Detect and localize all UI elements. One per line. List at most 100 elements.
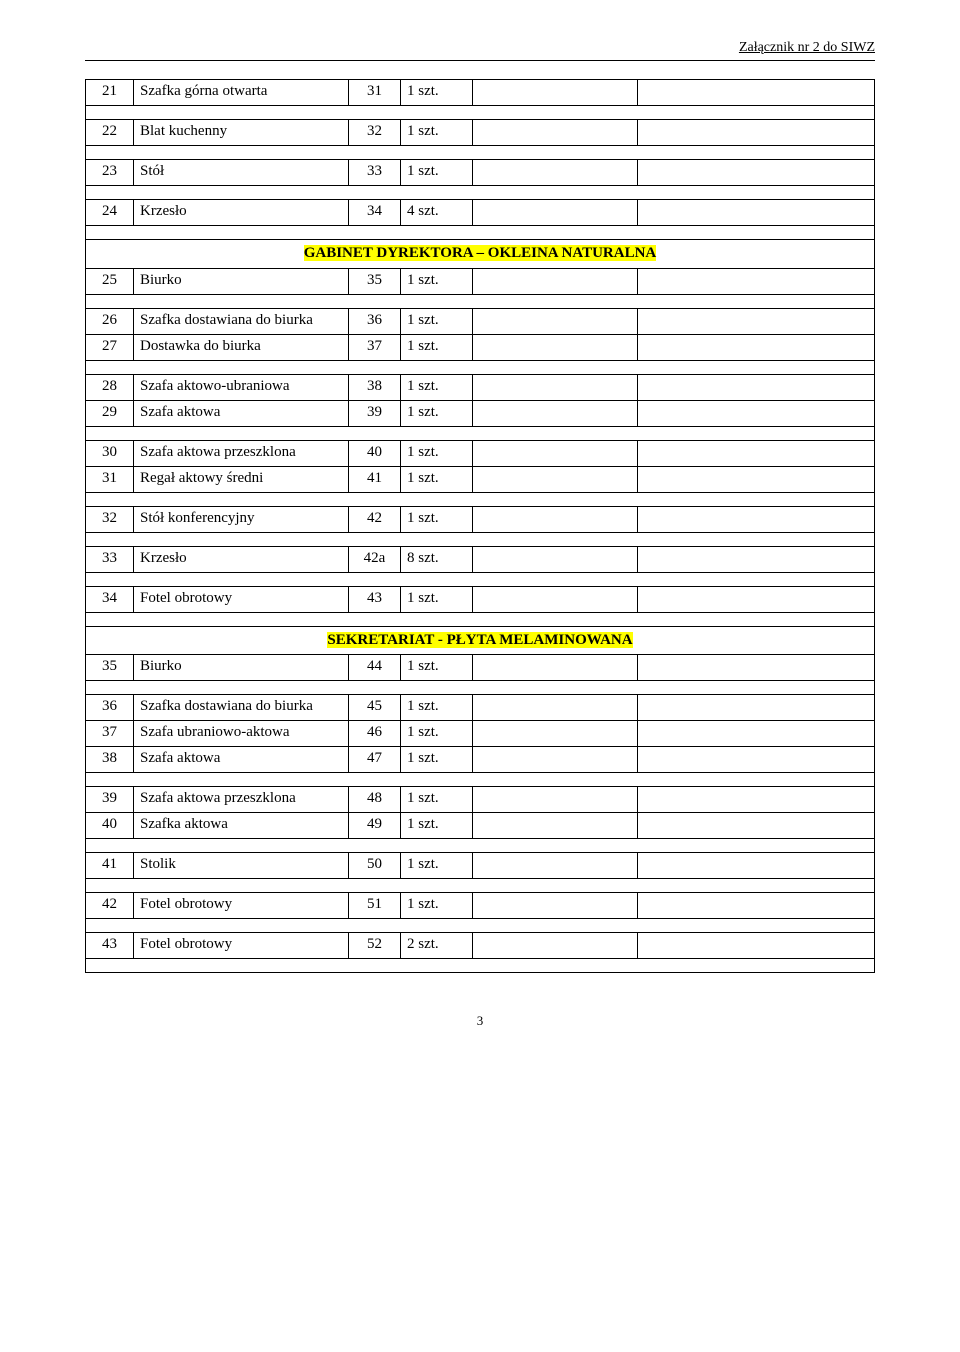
col-name: Szafa aktowo-ubraniowa [134,374,349,400]
col-index: 23 [86,160,134,186]
gap-row [86,226,875,240]
col-index: 24 [86,200,134,226]
col-blank-a [473,655,638,681]
col-index: 40 [86,813,134,839]
table-row: 29 Szafa aktowa 39 1 szt. [86,400,875,426]
table-row: 42 Fotel obrotowy 51 1 szt. [86,893,875,919]
col-name: Szafka dostawiana do biurka [134,695,349,721]
col-code: 39 [349,400,401,426]
col-blank-b [638,80,875,106]
col-name: Stolik [134,853,349,879]
col-code: 34 [349,200,401,226]
header-rule [85,60,875,61]
col-code: 40 [349,440,401,466]
gap-row [86,681,875,695]
col-code: 41 [349,466,401,492]
page-number: 3 [85,1013,875,1029]
col-code: 51 [349,893,401,919]
col-blank-b [638,586,875,612]
col-index: 28 [86,374,134,400]
gap-row [86,572,875,586]
col-blank-a [473,787,638,813]
table-row: 23 Stół 33 1 szt. [86,160,875,186]
col-name: Szafa ubraniowo-aktowa [134,721,349,747]
col-blank-a [473,695,638,721]
col-blank-b [638,308,875,334]
col-blank-b [638,200,875,226]
col-index: 21 [86,80,134,106]
table-row: 21 Szafka górna otwarta 31 1 szt. [86,80,875,106]
col-name: Biurko [134,268,349,294]
col-blank-a [473,893,638,919]
col-qty: 1 szt. [401,853,473,879]
gap-row [86,879,875,893]
col-code: 47 [349,747,401,773]
col-index: 39 [86,787,134,813]
col-code: 36 [349,308,401,334]
col-index: 31 [86,466,134,492]
gap-row [86,426,875,440]
col-blank-a [473,721,638,747]
col-qty: 1 szt. [401,440,473,466]
table-row: 36 Szafka dostawiana do biurka 45 1 szt. [86,695,875,721]
gap-row [86,773,875,787]
table-row: 39 Szafa aktowa przeszklona 48 1 szt. [86,787,875,813]
col-blank-b [638,695,875,721]
col-blank-a [473,120,638,146]
page: Załącznik nr 2 do SIWZ 21 Szafka górna o… [0,0,960,1089]
col-qty: 1 szt. [401,268,473,294]
col-qty: 1 szt. [401,787,473,813]
col-qty: 1 szt. [401,893,473,919]
col-name: Stół konferencyjny [134,506,349,532]
col-code: 46 [349,721,401,747]
col-blank-a [473,308,638,334]
section-row-gabinet: GABINET DYREKTORA – OKLEINA NATURALNA [86,240,875,269]
col-blank-b [638,853,875,879]
col-name: Regał aktowy średni [134,466,349,492]
col-qty: 1 szt. [401,120,473,146]
col-blank-a [473,80,638,106]
col-index: 27 [86,334,134,360]
table-row: 26 Szafka dostawiana do biurka 36 1 szt. [86,308,875,334]
col-name: Szafka dostawiana do biurka [134,308,349,334]
section-cell: SEKRETARIAT - PŁYTA MELAMINOWANA [86,626,875,655]
col-code: 52 [349,933,401,959]
gap-row [86,146,875,160]
col-code: 48 [349,787,401,813]
col-index: 25 [86,268,134,294]
col-code: 37 [349,334,401,360]
col-index: 36 [86,695,134,721]
col-code: 32 [349,120,401,146]
col-qty: 1 szt. [401,466,473,492]
col-index: 22 [86,120,134,146]
col-name: Fotel obrotowy [134,893,349,919]
col-index: 38 [86,747,134,773]
col-index: 37 [86,721,134,747]
col-qty: 4 szt. [401,200,473,226]
col-blank-a [473,200,638,226]
col-blank-b [638,268,875,294]
col-qty: 1 szt. [401,695,473,721]
col-name: Krzesło [134,200,349,226]
col-blank-a [473,374,638,400]
section-title-gabinet: GABINET DYREKTORA – OKLEINA NATURALNA [304,245,657,261]
col-blank-a [473,400,638,426]
table-row: 27 Dostawka do biurka 37 1 szt. [86,334,875,360]
col-qty: 1 szt. [401,308,473,334]
col-blank-a [473,586,638,612]
section-cell: GABINET DYREKTORA – OKLEINA NATURALNA [86,240,875,269]
table-row: 34 Fotel obrotowy 43 1 szt. [86,586,875,612]
col-qty: 1 szt. [401,655,473,681]
gap-row [86,186,875,200]
table-row: 43 Fotel obrotowy 52 2 szt. [86,933,875,959]
col-blank-a [473,546,638,572]
table-row: 25 Biurko 35 1 szt. [86,268,875,294]
section-row-sekretariat: SEKRETARIAT - PŁYTA MELAMINOWANA [86,626,875,655]
gap-row [86,532,875,546]
col-name: Szafa aktowa [134,747,349,773]
col-index: 43 [86,933,134,959]
col-code: 42 [349,506,401,532]
col-qty: 2 szt. [401,933,473,959]
col-name: Krzesło [134,546,349,572]
col-name: Blat kuchenny [134,120,349,146]
